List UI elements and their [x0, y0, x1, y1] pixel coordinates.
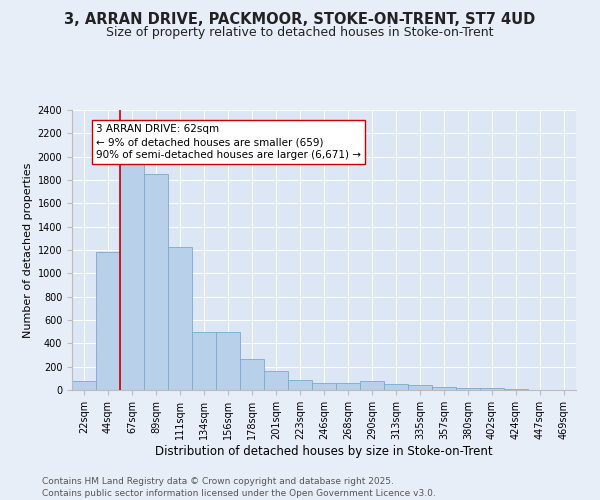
Bar — [168, 246, 192, 390]
Bar — [456, 388, 480, 390]
Y-axis label: Number of detached properties: Number of detached properties — [23, 162, 34, 338]
Bar — [144, 174, 168, 390]
Bar — [480, 388, 504, 390]
Bar — [96, 252, 120, 390]
Text: 3 ARRAN DRIVE: 62sqm
← 9% of detached houses are smaller (659)
90% of semi-detac: 3 ARRAN DRIVE: 62sqm ← 9% of detached ho… — [96, 124, 361, 160]
Bar — [336, 383, 360, 390]
X-axis label: Distribution of detached houses by size in Stoke-on-Trent: Distribution of detached houses by size … — [155, 444, 493, 458]
Bar — [216, 332, 240, 390]
Bar — [432, 387, 456, 390]
Text: Contains HM Land Registry data © Crown copyright and database right 2025.
Contai: Contains HM Land Registry data © Crown c… — [42, 476, 436, 498]
Text: 3, ARRAN DRIVE, PACKMOOR, STOKE-ON-TRENT, ST7 4UD: 3, ARRAN DRIVE, PACKMOOR, STOKE-ON-TRENT… — [64, 12, 536, 28]
Bar — [120, 162, 144, 390]
Bar — [312, 383, 336, 390]
Bar — [360, 381, 384, 390]
Bar — [192, 332, 216, 390]
Bar — [72, 380, 96, 390]
Bar — [240, 358, 264, 390]
Bar — [288, 380, 312, 390]
Bar — [504, 389, 528, 390]
Bar — [408, 386, 432, 390]
Bar — [264, 371, 288, 390]
Text: Size of property relative to detached houses in Stoke-on-Trent: Size of property relative to detached ho… — [106, 26, 494, 39]
Bar — [384, 384, 408, 390]
